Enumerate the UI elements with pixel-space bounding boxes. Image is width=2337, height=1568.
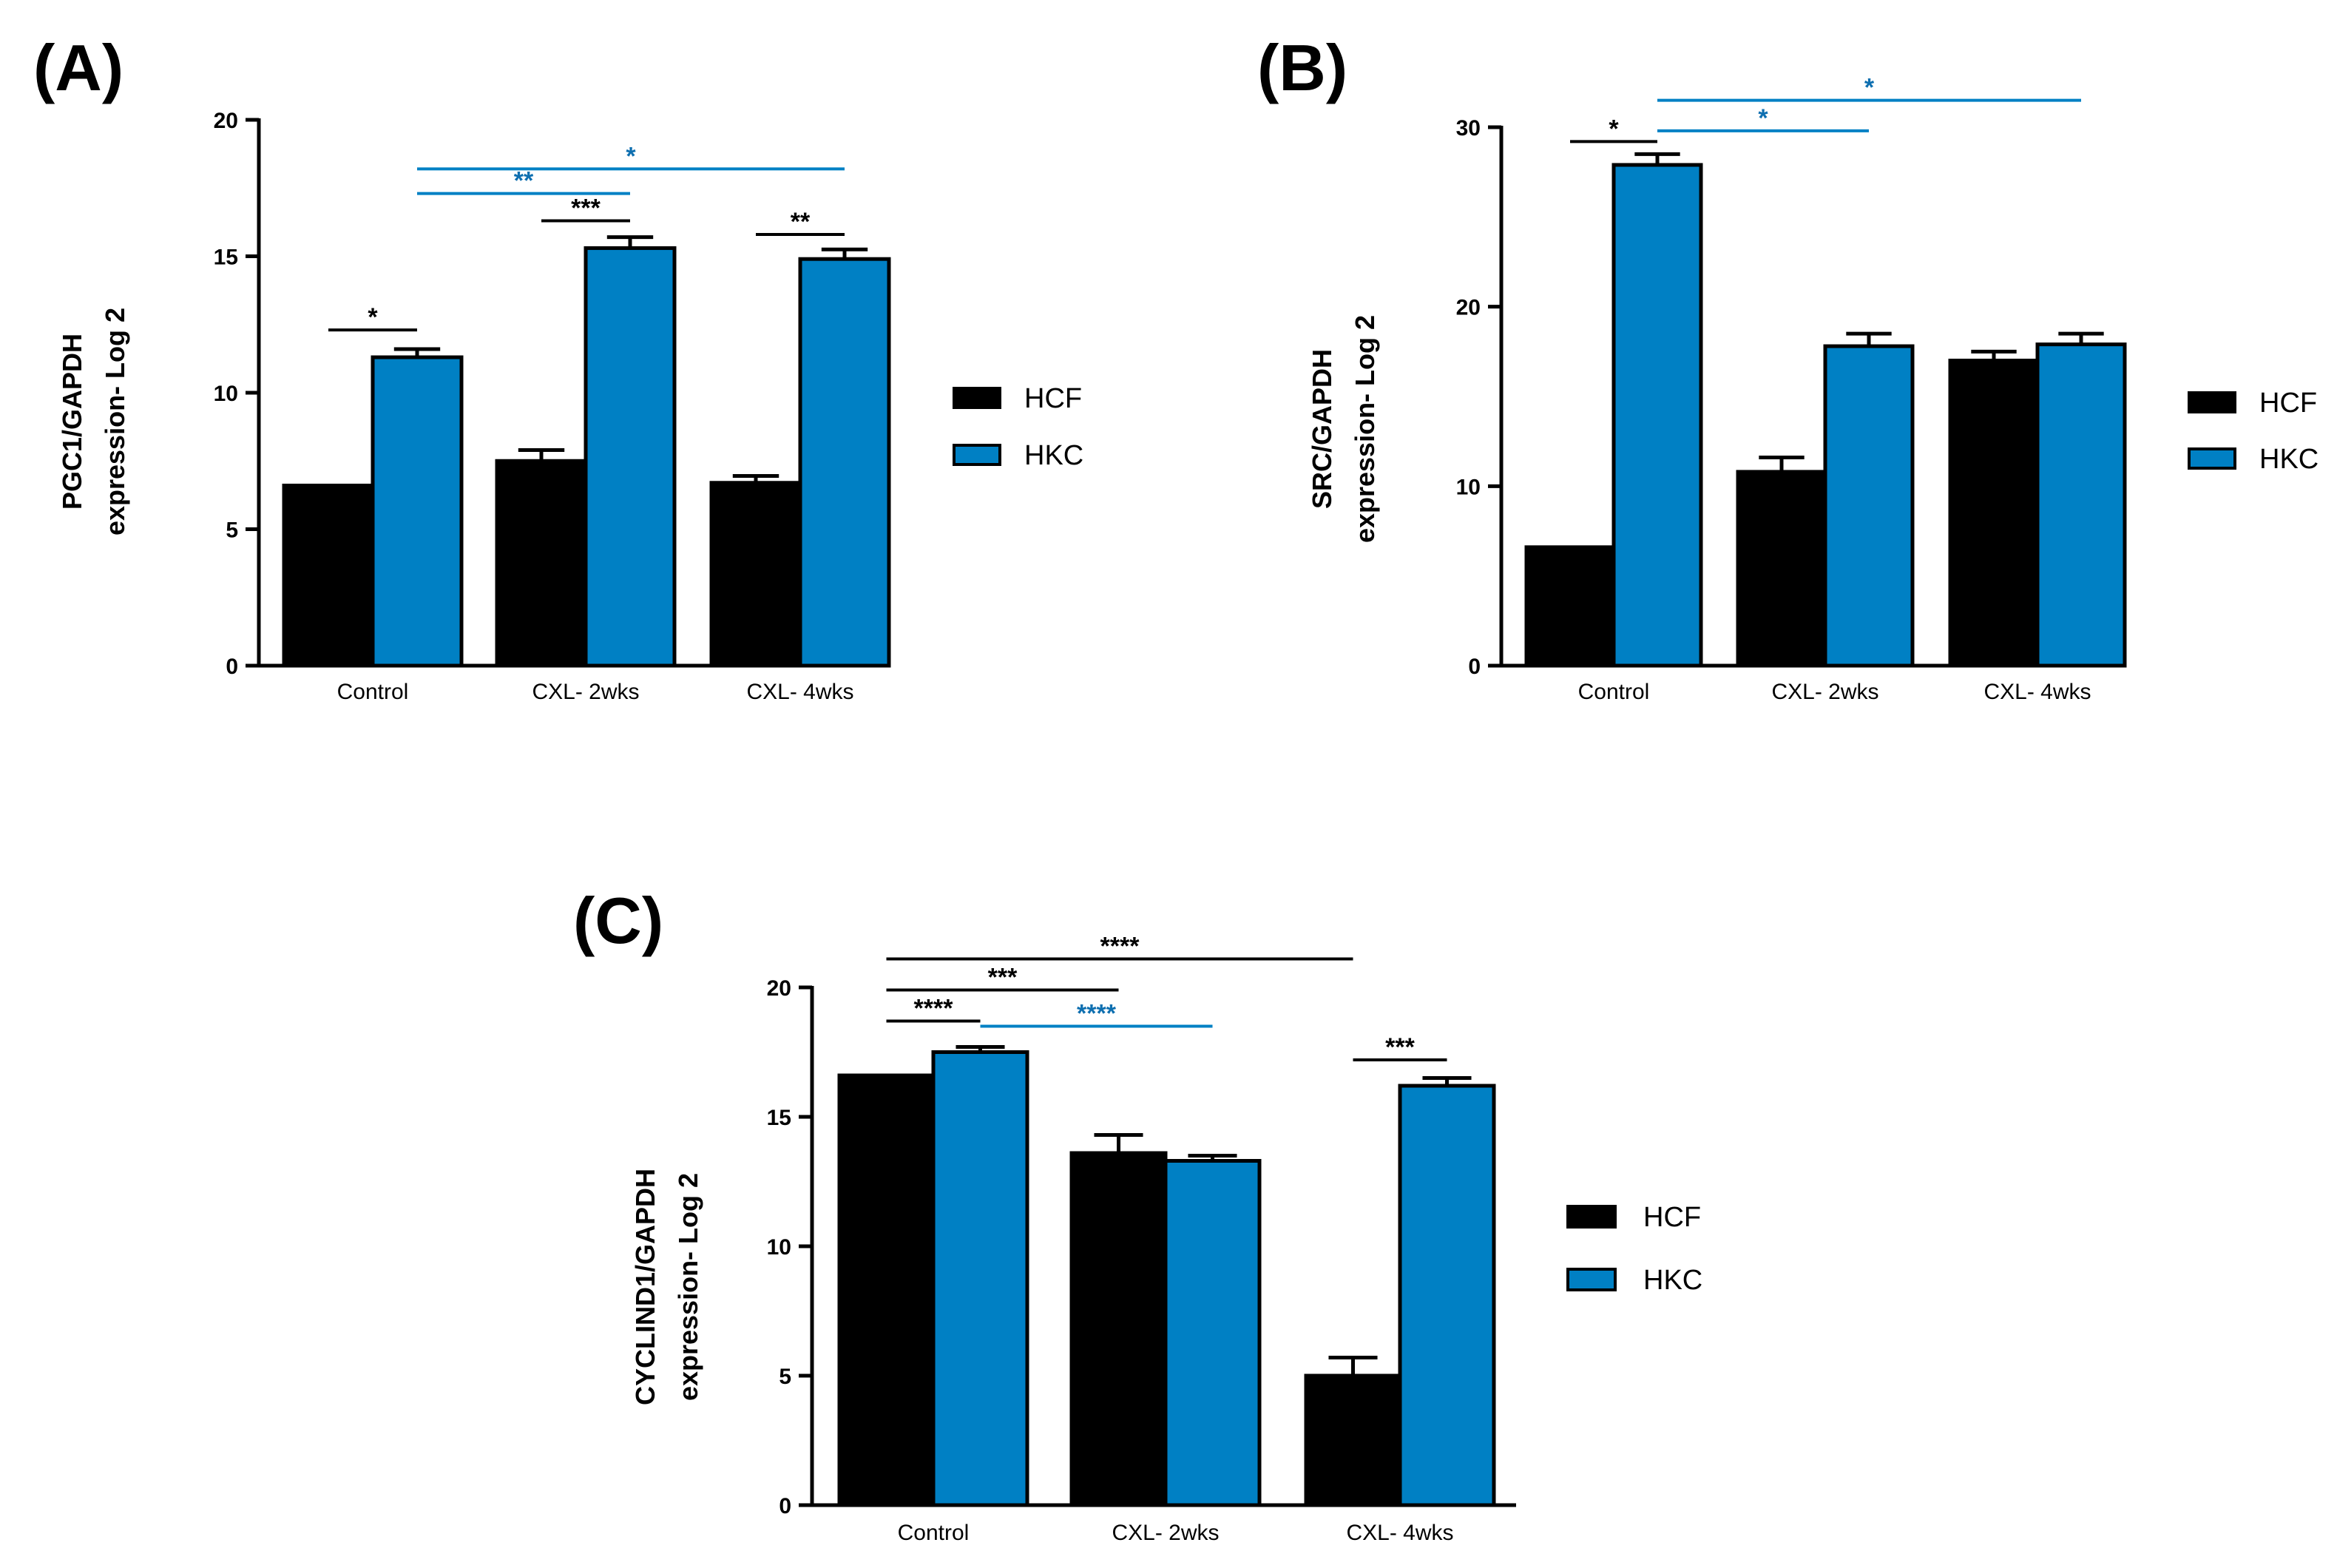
significance-label: ** [791, 208, 811, 236]
x-category-label: Control [337, 680, 409, 704]
significance-label: * [1758, 104, 1768, 132]
bar-hkc [798, 257, 891, 668]
y-axis-title-line2: expression- Log 2 [100, 308, 130, 535]
y-tick-label: 0 [779, 1494, 791, 1518]
y-tick-label: 15 [767, 1106, 791, 1130]
panel-b: (B) 0 10 20 30 SRC/GAPDH expression- Log 2 Cont… [1257, 31, 2319, 704]
y-axis-title-line2: expression- Log 2 [673, 1173, 703, 1401]
panel-label: (B) [1257, 31, 1347, 104]
bar-hkc [1823, 344, 1915, 668]
panel-label: (C) [573, 884, 663, 957]
bar-hkc [1163, 1159, 1262, 1507]
significance-label: **** [1100, 933, 1140, 961]
significance-label: *** [1385, 1033, 1415, 1061]
legend-swatch-hkc [953, 444, 1001, 466]
panel-c: (C) 0 5 10 15 20 CYCLIND1/GAPDH expression- Log… [573, 884, 1702, 1545]
x-category-label: Control [1578, 680, 1650, 704]
bar-hkc [584, 246, 677, 668]
significance-label: **** [914, 995, 954, 1023]
legend-label-hkc: HKC [2259, 444, 2319, 475]
bar-hcf [1069, 1151, 1168, 1507]
significance-label: * [1864, 74, 1875, 102]
bar-hcf [837, 1073, 936, 1507]
y-axis-title: CYCLIND1/GAPDH expression- Log 2 [630, 1169, 703, 1405]
legend-label-hcf: HCF [1024, 383, 1082, 414]
x-category-label: Control [898, 1521, 970, 1545]
y-tick-label: 5 [226, 518, 238, 543]
bar-hkc [2035, 342, 2127, 668]
bar-hcf [1524, 545, 1616, 668]
bar-hkc [931, 1050, 1029, 1507]
panel-a: (A) 0 5 10 15 20 PGC1/GAPDH expression- Log 2 Co… [33, 31, 1083, 704]
bar-hkc [1611, 163, 1703, 668]
y-tick-label: 5 [779, 1365, 791, 1389]
y-tick-label: 20 [767, 976, 791, 1001]
bar-hcf [709, 481, 802, 668]
bar-hcf [1948, 358, 2040, 668]
x-category-label: CXL- 4wks [1346, 1521, 1453, 1545]
bar-hcf [1736, 470, 1827, 668]
bar-hcf [1304, 1373, 1402, 1507]
significance-label: *** [571, 195, 601, 223]
y-axis-title-line2: expression- Log 2 [1350, 315, 1380, 543]
y-tick-label: 10 [1456, 475, 1481, 499]
y-axis-title-line1: CYCLIND1/GAPDH [630, 1169, 660, 1405]
legend-swatch-hcf [1566, 1205, 1617, 1229]
legend-label-hkc: HKC [1643, 1265, 1702, 1296]
bar-hkc [1398, 1084, 1496, 1507]
significance-label: *** [988, 964, 1018, 992]
bar-hcf [282, 483, 375, 668]
panel-label: (A) [33, 31, 124, 104]
y-tick-label: 0 [1468, 655, 1481, 679]
y-tick-label: 10 [767, 1235, 791, 1260]
legend-swatch-hcf [953, 387, 1001, 409]
legend-swatch-hcf [2188, 391, 2236, 413]
y-axis-title-line1: PGC1/GAPDH [57, 334, 87, 510]
x-category-label: CXL- 4wks [1983, 680, 2091, 704]
legend-label-hkc: HKC [1024, 440, 1083, 471]
legend-swatch-hkc [2188, 447, 2236, 470]
y-tick-label: 20 [214, 109, 238, 133]
x-category-label: CXL- 4wks [746, 680, 853, 704]
y-tick-label: 0 [226, 655, 238, 679]
y-axis-title-line1: SRC/GAPDH [1307, 349, 1337, 509]
legend-label-hcf: HCF [2259, 388, 2317, 419]
legend-swatch-hkc [1566, 1268, 1617, 1291]
bar-hcf [495, 459, 588, 668]
y-tick-label: 10 [214, 382, 238, 406]
y-tick-label: 15 [214, 246, 238, 270]
significance-label: **** [1077, 1000, 1117, 1028]
significance-label: * [1609, 115, 1619, 143]
significance-label: * [626, 142, 636, 170]
y-tick-label: 30 [1456, 116, 1481, 141]
legend-label-hcf: HCF [1643, 1202, 1701, 1233]
bar-hkc [371, 355, 464, 668]
x-category-label: CXL- 2wks [1771, 680, 1878, 704]
x-category-label: CXL- 2wks [532, 680, 639, 704]
y-axis-title: SRC/GAPDH expression- Log 2 [1307, 315, 1380, 543]
significance-label: * [368, 303, 378, 331]
y-tick-label: 20 [1456, 296, 1481, 320]
x-category-label: CXL- 2wks [1112, 1521, 1219, 1545]
y-axis-title: PGC1/GAPDH expression- Log 2 [57, 308, 130, 535]
significance-label: ** [514, 167, 534, 195]
